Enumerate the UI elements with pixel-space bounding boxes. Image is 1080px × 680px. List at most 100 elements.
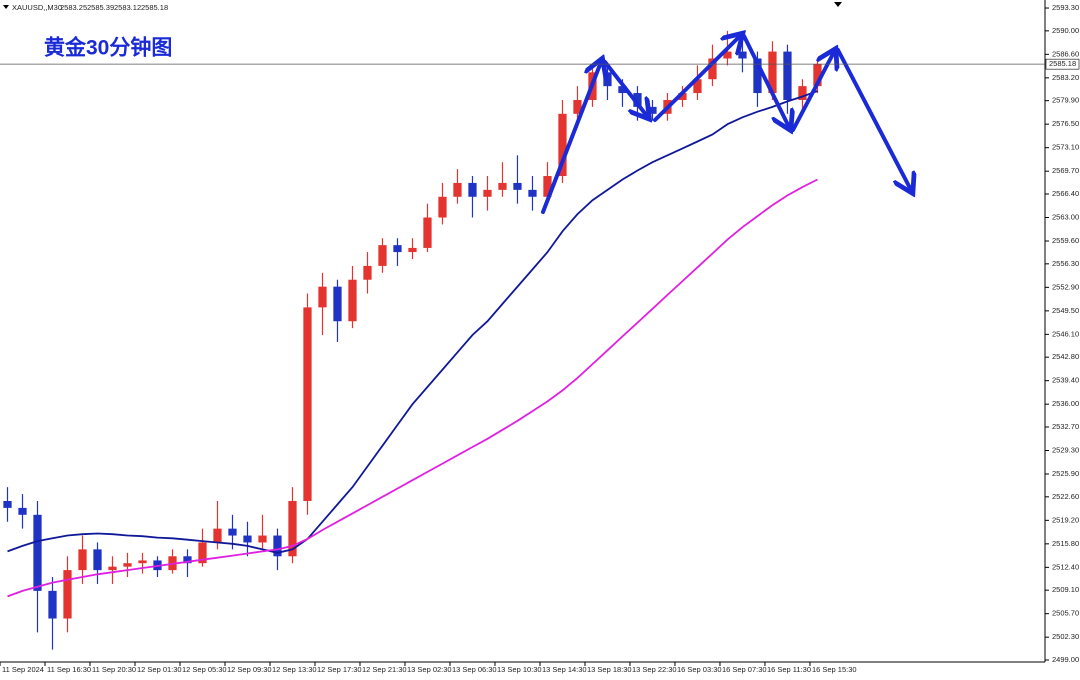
y-tick-label: 2536.00	[1052, 399, 1079, 408]
candle-body	[123, 563, 132, 567]
x-tick-label: 12 Sep 05:30	[182, 665, 227, 674]
y-tick-label: 2593.30	[1052, 3, 1079, 12]
shift-marker	[834, 2, 842, 7]
y-tick-label: 2509.10	[1052, 585, 1079, 594]
arrow	[742, 34, 789, 127]
candle-body	[483, 189, 492, 197]
candle-body	[498, 182, 507, 190]
x-tick-label: 12 Sep 01:30	[137, 665, 182, 674]
x-tick-label: 16 Sep 03:30	[677, 665, 722, 674]
moving-average-line	[7, 90, 818, 554]
candle-body	[453, 182, 462, 197]
x-tick-label: 12 Sep 13:30	[272, 665, 317, 674]
candle-body	[468, 182, 477, 197]
header-high: 2585.39	[87, 3, 114, 12]
header-open: 2583.25	[60, 3, 87, 12]
y-tick-label: 2519.20	[1052, 515, 1079, 524]
symbol-menu-icon[interactable]	[3, 5, 9, 9]
candle-body	[423, 217, 432, 248]
y-tick-label: 2566.40	[1052, 189, 1079, 198]
arrow	[603, 60, 647, 116]
x-tick-label: 13 Sep 14:30	[542, 665, 587, 674]
candle-body	[333, 286, 342, 322]
header-low: 2583.12	[114, 3, 141, 12]
candle-body	[348, 279, 357, 322]
y-tick-label: 2573.10	[1052, 143, 1079, 152]
candle-body	[693, 79, 702, 94]
y-tick-label: 2559.60	[1052, 236, 1079, 245]
y-tick-label: 2512.40	[1052, 562, 1079, 571]
arrow	[836, 48, 911, 190]
candle-body	[108, 566, 117, 571]
y-tick-label: 2590.00	[1052, 26, 1079, 35]
y-tick-label: 2583.20	[1052, 73, 1079, 82]
arrow	[653, 36, 740, 122]
candle-body	[243, 535, 252, 543]
candle-body	[603, 72, 612, 87]
candle-body	[33, 514, 42, 591]
candle-body	[393, 245, 402, 253]
y-tick-label: 2576.50	[1052, 119, 1079, 128]
y-tick-label: 2549.50	[1052, 306, 1079, 315]
candle-body	[378, 245, 387, 266]
y-tick-label: 2552.90	[1052, 282, 1079, 291]
candle-body	[438, 196, 447, 218]
x-tick-label: 12 Sep 09:30	[227, 665, 272, 674]
moving-average-line	[7, 178, 818, 598]
candle-body	[303, 307, 312, 501]
candle-body	[288, 500, 297, 557]
candle-body	[813, 64, 822, 87]
y-tick-label: 2569.70	[1052, 166, 1079, 175]
x-tick-label: 16 Sep 15:30	[812, 665, 857, 674]
y-tick-label: 2525.90	[1052, 469, 1079, 478]
y-tick-label: 2522.60	[1052, 492, 1079, 501]
candle-body	[708, 58, 717, 80]
candle-body	[618, 86, 627, 94]
candle-body	[78, 549, 87, 571]
y-tick-label: 2563.00	[1052, 212, 1079, 221]
candle-body	[528, 189, 537, 197]
y-tick-label: 2532.70	[1052, 422, 1079, 431]
y-tick-label: 2499.00	[1052, 655, 1079, 664]
candle-body	[558, 113, 567, 177]
y-tick-label: 2556.30	[1052, 259, 1079, 268]
header-close: 2585.18	[141, 3, 168, 12]
x-tick-label: 13 Sep 06:30	[452, 665, 497, 674]
candle-body	[738, 51, 747, 59]
candle-body	[48, 590, 57, 619]
x-tick-label: 13 Sep 22:30	[632, 665, 677, 674]
candle-body	[753, 58, 762, 94]
y-tick-label: 2586.60	[1052, 49, 1079, 58]
annotation-arrows	[541, 34, 911, 214]
candle-body	[3, 500, 12, 508]
x-tick-label: 12 Sep 21:30	[362, 665, 407, 674]
candle-body	[63, 570, 72, 619]
y-tick-label: 2542.80	[1052, 352, 1079, 361]
candle-body	[678, 93, 687, 100]
candle-body	[213, 528, 222, 543]
candle-body	[93, 549, 102, 571]
last-price-label: 2585.18	[1049, 59, 1076, 68]
x-tick-label: 16 Sep 11:30	[767, 665, 811, 674]
candle-body	[363, 265, 372, 280]
candle-body	[138, 560, 147, 564]
plot-area	[3, 30, 822, 650]
candle-body	[513, 182, 522, 190]
x-tick-label: 13 Sep 02:30	[407, 665, 452, 674]
arrow	[791, 52, 834, 132]
candle-body	[258, 535, 267, 543]
candle-body	[648, 106, 657, 114]
y-tick-label: 2502.30	[1052, 632, 1079, 641]
x-tick-label: 13 Sep 10:30	[497, 665, 542, 674]
symbol-label: XAUUSD,,M30	[12, 3, 62, 12]
y-tick-label: 2546.10	[1052, 329, 1079, 338]
candle-body	[543, 176, 552, 197]
candle-body	[408, 247, 417, 253]
x-tick-label: 11 Sep 16:30	[47, 665, 91, 674]
x-tick-label: 11 Sep 2024	[2, 665, 44, 674]
candle-body	[768, 51, 777, 94]
chart-title: 黄金30分钟图	[44, 36, 172, 60]
candle-body	[318, 286, 327, 308]
